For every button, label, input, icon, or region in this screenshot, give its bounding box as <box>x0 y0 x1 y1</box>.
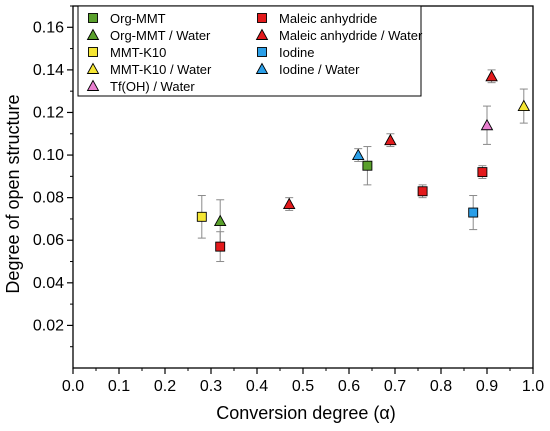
x-axis-title: Conversion degree (α) <box>216 403 396 423</box>
x-tick-label: 0.8 <box>430 378 452 395</box>
legend-marker <box>88 13 98 23</box>
y-axis-title: Degree of open structure <box>3 94 23 293</box>
y-tick-label: 0.10 <box>33 147 64 164</box>
data-point <box>362 160 373 171</box>
y-tick-label: 0.14 <box>33 62 64 79</box>
legend-marker <box>255 62 269 74</box>
legend-box <box>77 5 422 97</box>
data-point <box>480 118 494 131</box>
legend-marker <box>86 62 100 74</box>
data-point <box>213 214 227 227</box>
legend-label: Org-MMT / Water <box>110 28 211 43</box>
x-tick-label: 1.0 <box>522 378 544 395</box>
legend-marker <box>255 28 269 40</box>
legend-marker <box>257 47 267 57</box>
legend-label: Maleic anhydride / Water <box>279 28 423 43</box>
legend-marker <box>88 47 98 57</box>
legend-marker <box>257 13 267 23</box>
y-tick-label: 0.12 <box>33 104 64 121</box>
legend-label: Iodine <box>279 45 314 60</box>
y-axis-ticks: 0.02 0.04 0.06 0.08 0.10 0.12 0.14 0.16 <box>33 5 73 348</box>
data-points <box>196 69 531 252</box>
x-tick-label: 0.3 <box>200 378 222 395</box>
x-tick-label: 0.0 <box>62 378 84 395</box>
y-tick-label: 0.02 <box>33 317 64 334</box>
x-tick-label: 0.7 <box>384 378 406 395</box>
legend-label: MMT-K10 <box>110 45 166 60</box>
legend-label: Iodine / Water <box>279 62 360 77</box>
data-point <box>485 69 498 82</box>
data-point <box>282 197 296 209</box>
legend-marker <box>86 28 100 40</box>
x-tick-label: 0.4 <box>246 378 268 395</box>
y-tick-label: 0.08 <box>33 190 64 207</box>
x-tick-label: 0.5 <box>292 378 314 395</box>
legend-label: Tf(OH) / Water <box>110 79 195 94</box>
x-tick-label: 0.1 <box>108 378 130 395</box>
legend: Org-MMT Org-MMT / Water MMT-K10 MMT-K10 / W… <box>77 5 423 97</box>
legend-label: Org-MMT <box>110 11 166 26</box>
data-point <box>468 207 479 218</box>
legend-label: Maleic anhydride <box>279 11 377 26</box>
data-point <box>215 241 226 252</box>
y-tick-label: 0.04 <box>33 275 64 292</box>
data-point <box>384 133 397 146</box>
data-point <box>417 186 428 197</box>
data-point <box>517 99 531 112</box>
legend-label: MMT-K10 / Water <box>110 62 212 77</box>
data-point <box>477 167 488 178</box>
x-tick-label: 0.6 <box>338 378 360 395</box>
data-point <box>196 211 207 222</box>
legend-marker <box>86 79 100 91</box>
x-axis-ticks: 0.0 0.1 0.2 0.3 0.4 0.5 0.6 0.7 0.8 0.9 1.0 <box>62 368 544 395</box>
y-tick-label: 0.06 <box>33 232 64 249</box>
y-tick-label: 0.16 <box>33 19 64 36</box>
x-tick-label: 0.2 <box>154 378 176 395</box>
x-tick-label: 0.9 <box>476 378 498 395</box>
data-point <box>351 148 365 161</box>
